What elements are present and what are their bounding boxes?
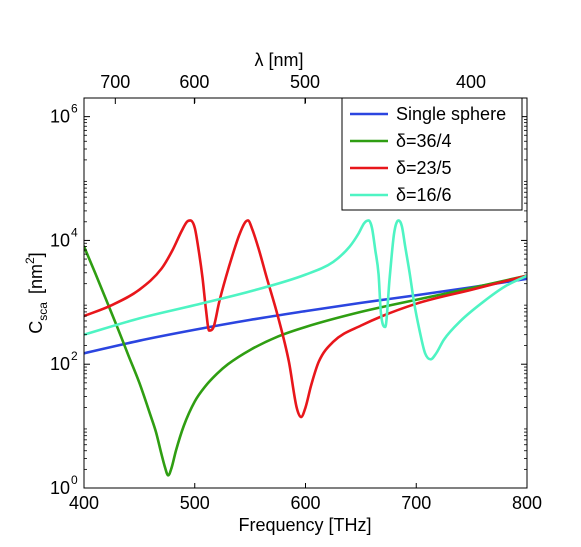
x-tick-label: 600 <box>290 493 320 513</box>
top-tick-label: 500 <box>290 72 320 92</box>
y-tick-label: 10 <box>50 354 70 374</box>
legend-label: Single sphere <box>396 104 506 124</box>
y-axis-label: Csca [nm2] <box>23 252 50 333</box>
x-tick-label: 500 <box>180 493 210 513</box>
y-axis-label-sub: sca <box>36 302 50 321</box>
y-axis-label-units-exponent: 2 <box>23 257 37 264</box>
x-tick-label: 800 <box>512 493 542 513</box>
x-tick-label: 700 <box>401 493 431 513</box>
y-axis-label-units: [nm <box>26 264 46 294</box>
svg-text:Csca[nm2]: Csca [nm2] <box>23 252 50 333</box>
y-axis-label-main: C <box>26 321 46 334</box>
y-tick-label-exponent: 6 <box>71 102 78 116</box>
y-tick-label-exponent: 0 <box>71 473 78 487</box>
top-tick-label: 600 <box>179 72 209 92</box>
y-axis-label-units-close: ] <box>26 252 46 257</box>
legend: Single sphere δ=36/4 δ=23/5 δ=16/6 <box>341 97 523 211</box>
top-axis: 700 600 500 400 <box>100 72 486 104</box>
x-tick-label: 400 <box>69 493 99 513</box>
series-layer <box>84 219 527 477</box>
legend-label: δ=23/5 <box>396 158 452 178</box>
y-tick-label-exponent: 4 <box>71 225 78 239</box>
top-tick-label: 400 <box>456 72 486 92</box>
series-line-4-16-6 <box>84 219 527 361</box>
series-line-2-36-4 <box>84 245 527 477</box>
series-line-3-23-5 <box>84 219 527 419</box>
x-axis-label: Frequency [THz] <box>238 515 371 535</box>
top-axis-label: λ [nm] <box>254 50 303 70</box>
legend-label: δ=36/4 <box>396 131 452 151</box>
legend-entries: Single sphere δ=36/4 δ=23/5 δ=16/6 <box>350 104 506 205</box>
legend-label: δ=16/6 <box>396 185 452 205</box>
top-tick-label: 700 <box>100 72 130 92</box>
legend-box <box>341 97 523 211</box>
y-tick-label: 10 <box>50 478 70 498</box>
y-tick-label-exponent: 2 <box>71 349 78 363</box>
y-tick-label: 10 <box>50 107 70 127</box>
y-tick-label: 10 <box>50 230 70 250</box>
bottom-axis: 400 500 600 700 800 <box>69 98 542 513</box>
series-line-1-single-sphere <box>84 277 527 355</box>
